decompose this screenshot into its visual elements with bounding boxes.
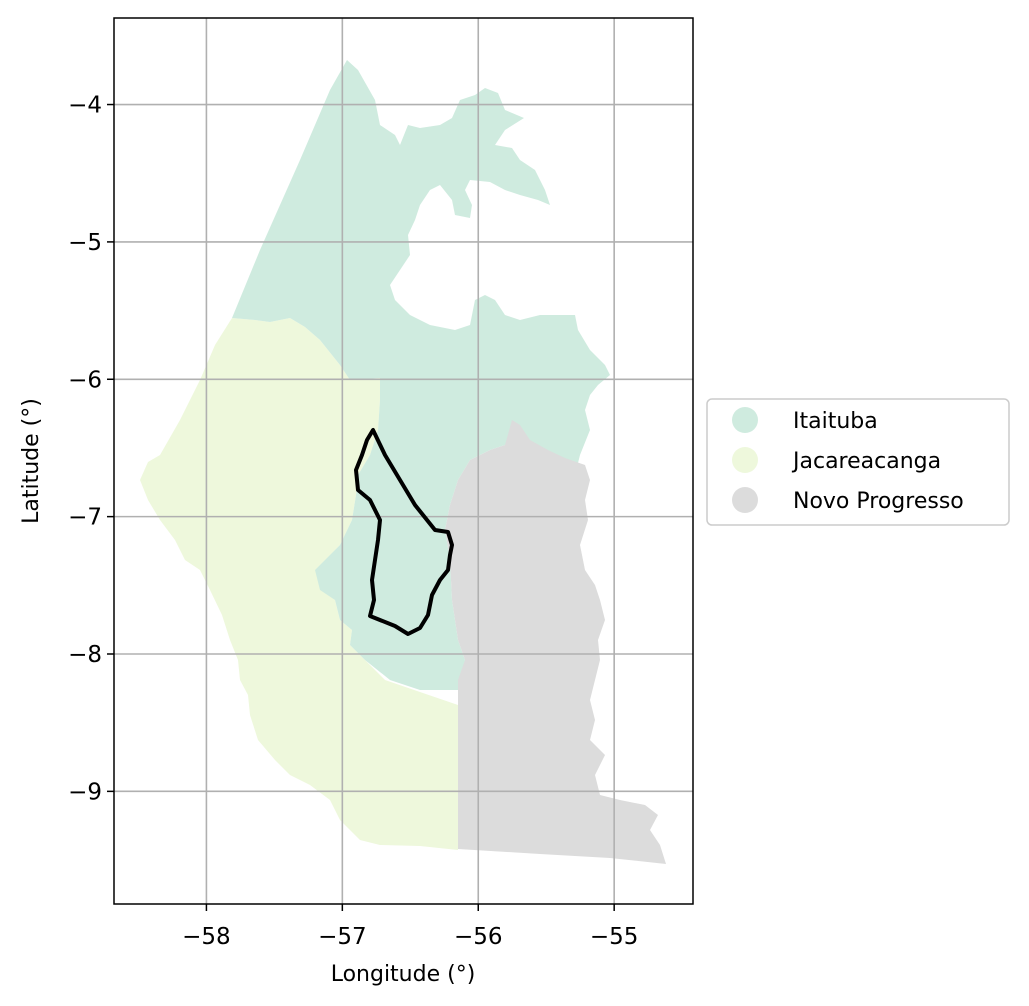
axis-ticks: Longitude (°) Latitude (°) −58 −57 −56 −55 −…: [19, 93, 638, 987]
x-tick-label: −57: [318, 924, 367, 950]
legend-label-jacareacanga: Jacareacanga: [791, 449, 941, 474]
region-jacareacanga: [140, 318, 458, 850]
region-itaituba: [232, 60, 610, 690]
y-axis-label: Latitude (°): [19, 398, 44, 524]
legend-marker-jacareacanga: [732, 447, 758, 473]
x-tick-label: −55: [590, 924, 639, 950]
y-tick-label: −4: [68, 93, 102, 119]
grid-lines: [114, 18, 693, 904]
legend: Itaituba Jacareacanga Novo Progresso: [706, 398, 1010, 526]
regions-layer: [140, 60, 666, 864]
x-tick-label: −58: [182, 924, 231, 950]
x-axis-label: Longitude (°): [331, 962, 476, 987]
y-tick-label: −9: [68, 779, 102, 805]
region-novo-progresso: [445, 420, 666, 864]
legend-label-itaituba: Itaituba: [793, 409, 878, 434]
y-tick-label: −5: [68, 230, 102, 256]
legend-marker-itaituba: [732, 407, 758, 433]
plot-frame: [113, 17, 694, 905]
legend-marker-novo-progresso: [732, 487, 758, 513]
y-tick-label: −6: [68, 367, 102, 393]
legend-frame: [706, 398, 1010, 526]
study-area-outline: [354, 428, 454, 636]
x-tick-label: −56: [454, 924, 503, 950]
y-tick-label: −7: [68, 505, 102, 531]
y-tick-label: −8: [68, 642, 102, 668]
legend-label-novo-progresso: Novo Progresso: [793, 489, 964, 514]
